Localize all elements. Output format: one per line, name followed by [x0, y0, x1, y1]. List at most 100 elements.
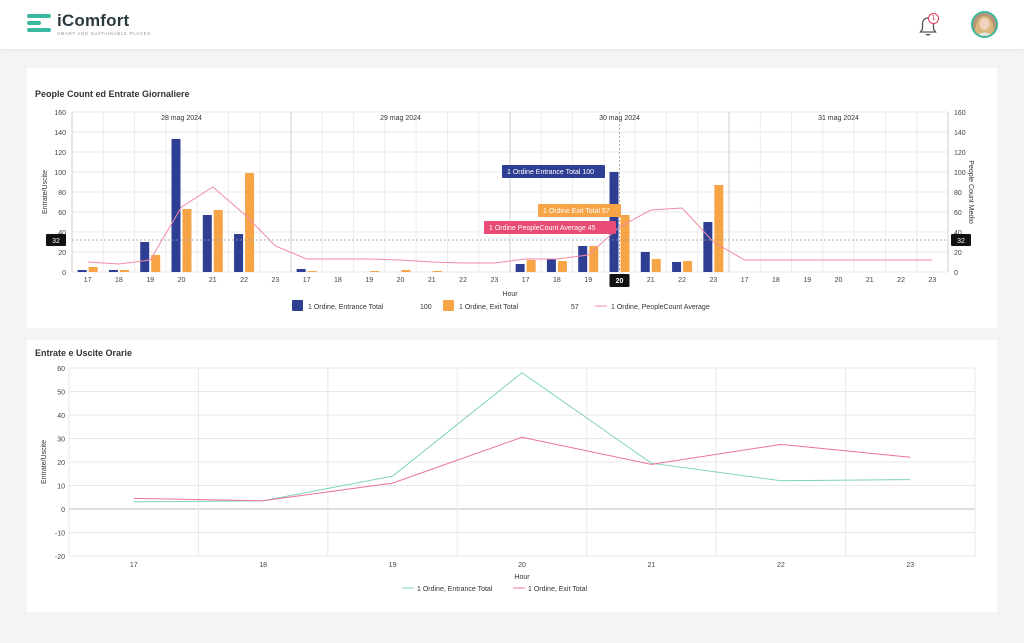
exit-bar: [370, 271, 380, 272]
exit-bar: [307, 271, 317, 272]
legend-value: 57: [571, 304, 579, 311]
y2-tick-label: 20: [954, 250, 962, 257]
y-tick-label: 100: [54, 170, 66, 177]
x-tick-label: 18: [772, 277, 780, 284]
y-axis-title: Entrate/Uscite: [41, 440, 48, 484]
entrance-bar: [140, 242, 150, 272]
y-tick-label: 0: [61, 507, 65, 514]
x-tick-label: 20: [397, 277, 405, 284]
entrance-bar: [672, 262, 682, 272]
entrance-bar: [234, 234, 244, 272]
exit-bar: [432, 271, 442, 272]
top-bar: iComfort SMART AND SUSTAINABLE PLACES 1: [0, 0, 1024, 50]
x-tick-label: 21: [647, 277, 655, 284]
x-tick-label: 19: [146, 277, 154, 284]
y-tick-label: 60: [58, 210, 66, 217]
x-tick-label: 21: [866, 277, 874, 284]
logo-icon: [27, 12, 51, 34]
x-tick-label: 21: [209, 277, 217, 284]
exit-bar: [620, 215, 630, 272]
x-tick-label: 19: [365, 277, 373, 284]
entrance-bar: [640, 252, 650, 272]
y-tick-label: 160: [54, 110, 66, 117]
crosshair-y-badge-right-text: 32: [957, 238, 965, 245]
exit-bar: [526, 260, 536, 272]
entrance-bar: [578, 246, 588, 272]
entrance-bar: [108, 270, 118, 272]
day-group-label: 31 mag 2024: [818, 115, 859, 122]
exit-bar: [683, 261, 693, 272]
people-count-chart[interactable]: 0 0 20 20 40 40 60 60 80 80 100 100 120 120 140 140 160 1…: [27, 68, 997, 328]
y-tick-label: 50: [57, 390, 65, 397]
legend-label: 1 Ordine, Entrance Total: [417, 586, 493, 593]
tooltip-box: [484, 221, 616, 234]
y2-tick-label: 160: [954, 110, 966, 117]
exit-bar: [401, 270, 411, 272]
legend-label: 1 Ordine, Exit Total: [459, 304, 518, 311]
people-count-panel: People Count ed Entrate Giornaliere 0 0 20…: [27, 68, 997, 328]
y-tick-label: 120: [54, 150, 66, 157]
y2-tick-label: 100: [954, 170, 966, 177]
panel-title: Entrate e Uscite Orarie: [35, 348, 133, 358]
y-tick-label: 80: [58, 190, 66, 197]
panel-title: People Count ed Entrate Giornaliere: [35, 89, 190, 99]
legend-label: 1 Ordine, Entrance Total: [308, 304, 384, 311]
x-axis-title: Hour: [514, 574, 530, 581]
legend-swatch: [443, 300, 454, 311]
entrance-bar: [171, 139, 181, 272]
user-avatar[interactable]: [971, 11, 998, 38]
x-tick-label: 18: [115, 277, 123, 284]
entrance-bar: [515, 264, 525, 272]
x-tick-label: 23: [928, 277, 936, 284]
entrance-bar: [202, 215, 212, 272]
y2-tick-label: 0: [954, 270, 958, 277]
y-tick-label: 30: [57, 437, 65, 444]
x-tick-label: 20: [835, 277, 843, 284]
x-tick-label: 22: [459, 277, 467, 284]
x-tick-label: 21: [648, 562, 656, 569]
x-tick-label: 23: [709, 277, 717, 284]
crosshair-x-badge-text: 20: [616, 278, 624, 285]
tooltip-box: [502, 165, 605, 178]
x-tick-label: 18: [553, 277, 561, 284]
tooltip-box: [538, 204, 621, 217]
app-logo[interactable]: iComfort SMART AND SUSTAINABLE PLACES: [27, 12, 151, 36]
x-tick-label: 19: [389, 562, 397, 569]
y-tick-label: 40: [57, 413, 65, 420]
x-tick-label: 20: [178, 277, 186, 284]
y2-tick-label: 40: [954, 230, 962, 237]
exit-bar: [589, 246, 599, 272]
y2-tick-label: 120: [954, 150, 966, 157]
y-tick-label: 60: [57, 366, 65, 373]
tooltip-text: 1 Ordine PeopleCount Average 45: [489, 225, 596, 232]
x-tick-label: 20: [518, 562, 526, 569]
x-tick-label: 19: [803, 277, 811, 284]
exit-bar: [651, 259, 661, 272]
y-tick-label: 20: [58, 250, 66, 257]
legend-swatch: [292, 300, 303, 311]
x-tick-label: 23: [490, 277, 498, 284]
exit-bar: [151, 255, 161, 272]
y-tick-label: -20: [55, 554, 65, 561]
app-name: iComfort: [57, 11, 130, 30]
x-tick-label: 17: [303, 277, 311, 284]
x-tick-label: 18: [259, 562, 267, 569]
day-group-label: 29 mag 2024: [380, 115, 421, 122]
exit-bar: [213, 210, 223, 272]
y-tick-label: 10: [57, 484, 65, 491]
x-tick-label: 23: [906, 562, 914, 569]
x-tick-label: 19: [584, 277, 592, 284]
x-tick-label: 17: [130, 562, 138, 569]
x-tick-label: 17: [522, 277, 530, 284]
x-tick-label: 21: [428, 277, 436, 284]
y-tick-label: 140: [54, 130, 66, 137]
crosshair-y-badge-right: [951, 234, 971, 246]
entrance-bar: [77, 270, 87, 272]
y-axis-title: Entrate/Uscite: [42, 170, 49, 214]
hourly-panel: Entrate e Uscite Orarie -20 -10 0 10 20 30 40 5…: [27, 340, 997, 612]
y-tick-label: 20: [57, 460, 65, 467]
tooltip-text: 1 Ordine Exit Total 57: [543, 208, 610, 215]
x-axis-title: Hour: [502, 291, 518, 298]
crosshair-y-badge-left: [46, 234, 66, 246]
